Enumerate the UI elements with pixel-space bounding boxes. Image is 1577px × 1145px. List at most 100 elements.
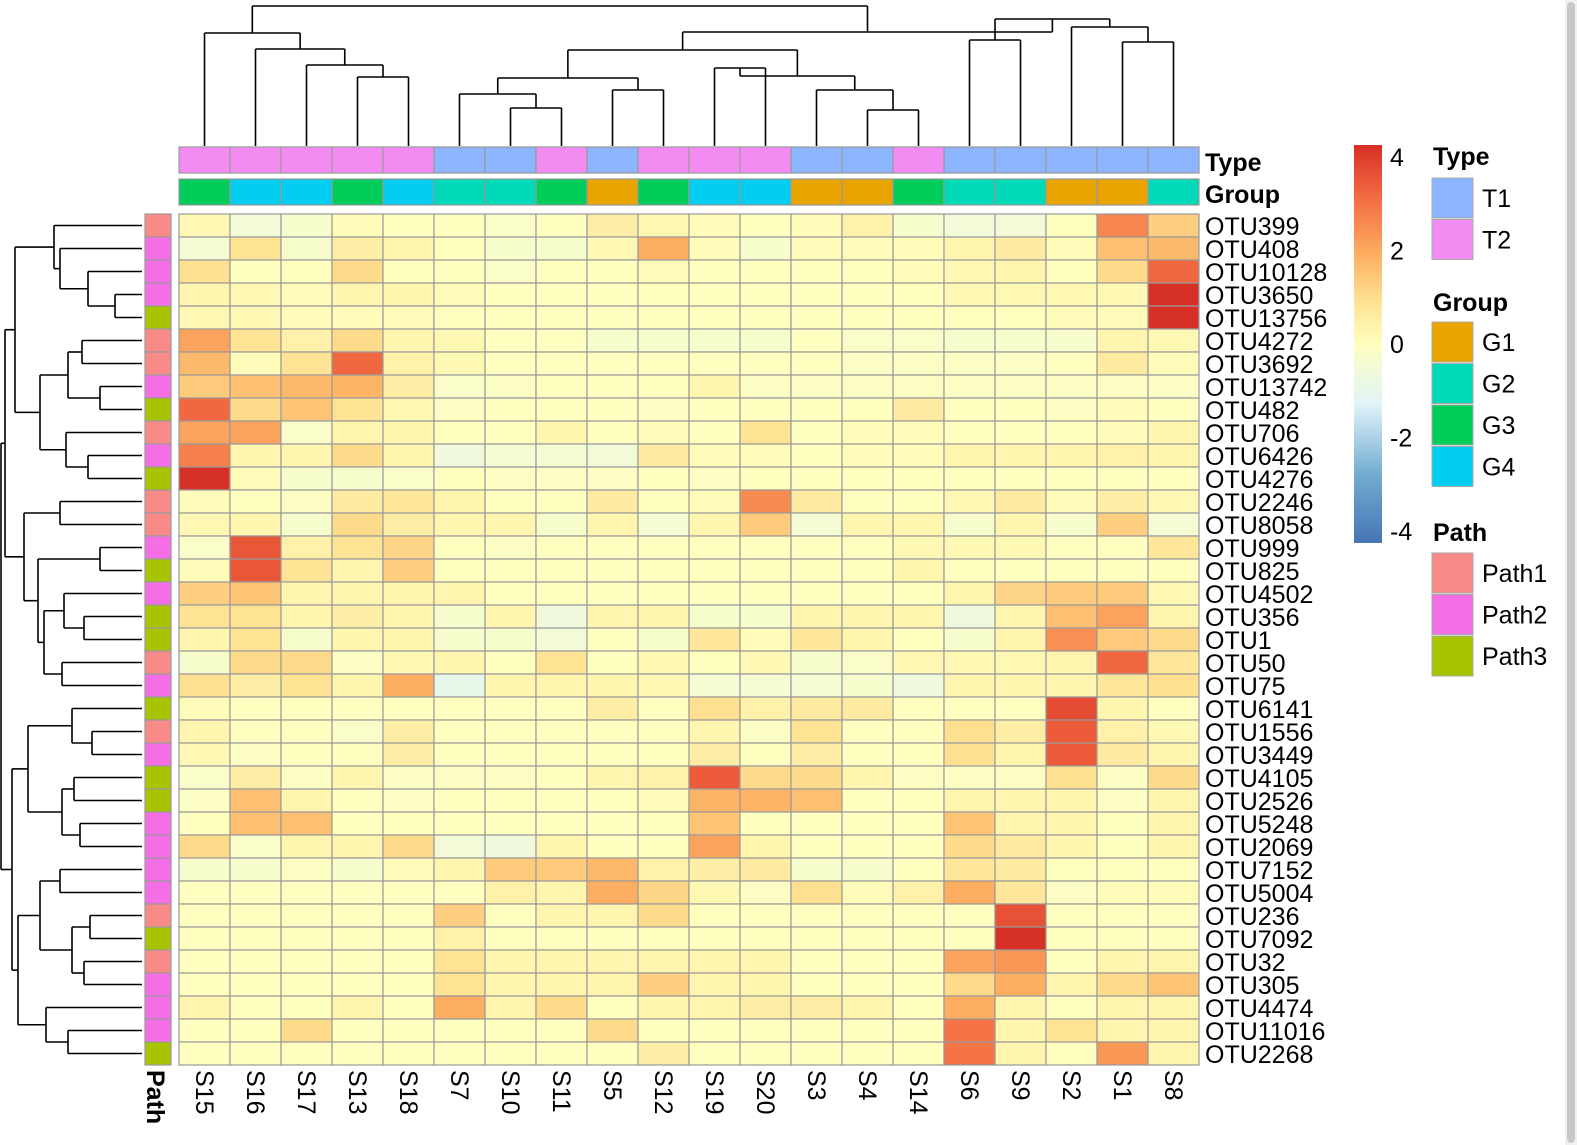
heatmap-cell-OTU7092-S14 (892, 926, 945, 951)
legend-label: Path2 (1482, 602, 1547, 630)
row-label: OTU236 (1205, 903, 1299, 931)
heatmap-cell-OTU32-S4 (841, 949, 894, 974)
heatmap-cell-OTU50-S1 (1096, 650, 1149, 675)
heatmap-cell-OTU10128-S1 (1096, 259, 1149, 284)
heatmap-cell-OTU2268-S15 (178, 1041, 231, 1066)
heatmap-cell-OTU4105-S11 (535, 765, 588, 790)
heatmap-cell-OTU1-S1 (1096, 627, 1149, 652)
heatmap-cell-OTU4502-S19 (688, 581, 741, 606)
heatmap-cell-OTU236-S14 (892, 903, 945, 928)
heatmap-cell-OTU32-S14 (892, 949, 945, 974)
heatmap-cell-OTU1-S16 (229, 627, 282, 652)
heatmap-cell-OTU399-S6 (943, 213, 996, 238)
heatmap-cell-OTU4276-S3 (790, 466, 843, 491)
heatmap-cell-OTU75-S8 (1147, 673, 1200, 698)
path-annotation-cell (144, 558, 172, 583)
column-label: S9 (1006, 1070, 1034, 1101)
heatmap-cell-OTU236-S3 (790, 903, 843, 928)
heatmap-cell-OTU3692-S13 (331, 351, 384, 376)
heatmap-cell-OTU7152-S8 (1147, 857, 1200, 882)
heatmap-cell-OTU2526-S9 (994, 788, 1047, 813)
heatmap-cell-OTU6141-S6 (943, 696, 996, 721)
heatmap-cell-OTU2246-S20 (739, 489, 792, 514)
heatmap-cell-OTU399-S11 (535, 213, 588, 238)
heatmap-cell-OTU4502-S10 (484, 581, 537, 606)
type-annotation-cell (178, 146, 231, 174)
column-label: S17 (292, 1070, 320, 1114)
heatmap-cell-OTU482-S13 (331, 397, 384, 422)
heatmap-cell-OTU3449-S8 (1147, 742, 1200, 767)
row-label: OTU482 (1205, 397, 1299, 425)
row-label: OTU5004 (1205, 880, 1313, 908)
row-label: OTU4105 (1205, 765, 1313, 793)
heatmap-cell-OTU2526-S4 (841, 788, 894, 813)
heatmap-cell-OTU706-S17 (280, 420, 333, 445)
heatmap-cell-OTU399-S14 (892, 213, 945, 238)
row-label: OTU399 (1205, 213, 1299, 241)
heatmap-cell-OTU2069-S13 (331, 834, 384, 859)
heatmap-cell-OTU8058-S11 (535, 512, 588, 537)
row-label: OTU2069 (1205, 834, 1313, 862)
heatmap-cell-OTU11016-S18 (382, 1018, 435, 1043)
heatmap-cell-OTU482-S16 (229, 397, 282, 422)
scrollbar-thumb[interactable] (1567, 2, 1575, 1143)
heatmap-cell-OTU10128-S17 (280, 259, 333, 284)
heatmap-cell-OTU4105-S12 (637, 765, 690, 790)
heatmap-cell-OTU356-S11 (535, 604, 588, 629)
heatmap-cell-OTU8058-S12 (637, 512, 690, 537)
heatmap-cell-OTU50-S15 (178, 650, 231, 675)
heatmap-cell-OTU5004-S10 (484, 880, 537, 905)
group-annotation-cell (1147, 178, 1200, 206)
heatmap-cell-OTU3449-S15 (178, 742, 231, 767)
heatmap-cell-OTU3449-S20 (739, 742, 792, 767)
heatmap-cell-OTU13742-S12 (637, 374, 690, 399)
heatmap-cell-OTU2526-S1 (1096, 788, 1149, 813)
heatmap-cell-OTU4105-S8 (1147, 765, 1200, 790)
heatmap-cell-OTU2526-S3 (790, 788, 843, 813)
heatmap-cell-OTU399-S5 (586, 213, 639, 238)
heatmap-cell-OTU8058-S8 (1147, 512, 1200, 537)
heatmap-cell-OTU2069-S19 (688, 834, 741, 859)
heatmap-cell-OTU75-S16 (229, 673, 282, 698)
heatmap-cell-OTU13742-S10 (484, 374, 537, 399)
heatmap-cell-OTU2268-S14 (892, 1041, 945, 1066)
heatmap-cell-OTU5248-S15 (178, 811, 231, 836)
heatmap-cell-OTU5004-S9 (994, 880, 1047, 905)
row-label: OTU2246 (1205, 489, 1313, 517)
heatmap-cell-OTU7152-S17 (280, 857, 333, 882)
heatmap-cell-OTU1-S10 (484, 627, 537, 652)
heatmap-cell-OTU4272-S10 (484, 328, 537, 353)
heatmap-cell-OTU32-S7 (433, 949, 486, 974)
heatmap-cell-OTU4502-S14 (892, 581, 945, 606)
heatmap-cell-OTU4502-S8 (1147, 581, 1200, 606)
heatmap-cell-OTU6141-S3 (790, 696, 843, 721)
heatmap-cell-OTU408-S1 (1096, 236, 1149, 261)
column-label: S10 (496, 1070, 524, 1114)
heatmap-cell-OTU8058-S10 (484, 512, 537, 537)
heatmap-cell-OTU10128-S9 (994, 259, 1047, 284)
column-label: S3 (802, 1070, 830, 1101)
heatmap-cell-OTU6426-S12 (637, 443, 690, 468)
vertical-scrollbar[interactable] (1565, 0, 1577, 1145)
heatmap-cell-OTU3449-S11 (535, 742, 588, 767)
heatmap-cell-OTU4105-S18 (382, 765, 435, 790)
heatmap-cell-OTU75-S4 (841, 673, 894, 698)
heatmap-cell-OTU706-S2 (1045, 420, 1098, 445)
column-label: S2 (1057, 1070, 1085, 1101)
heatmap-cell-OTU6426-S14 (892, 443, 945, 468)
heatmap-cell-OTU1556-S12 (637, 719, 690, 744)
heatmap-cell-OTU4474-S10 (484, 995, 537, 1020)
heatmap-cell-OTU4474-S11 (535, 995, 588, 1020)
path-annotation-cell (144, 972, 172, 997)
row-label: OTU706 (1205, 420, 1299, 448)
heatmap-cell-OTU999-S20 (739, 535, 792, 560)
heatmap-cell-OTU13742-S4 (841, 374, 894, 399)
heatmap-cell-OTU399-S1 (1096, 213, 1149, 238)
heatmap-cell-OTU5004-S5 (586, 880, 639, 905)
heatmap-cell-OTU356-S10 (484, 604, 537, 629)
heatmap-cell-OTU4502-S3 (790, 581, 843, 606)
heatmap-cell-OTU10128-S5 (586, 259, 639, 284)
column-label: S8 (1159, 1070, 1187, 1101)
heatmap-cell-OTU50-S12 (637, 650, 690, 675)
heatmap-cell-OTU50-S2 (1045, 650, 1098, 675)
